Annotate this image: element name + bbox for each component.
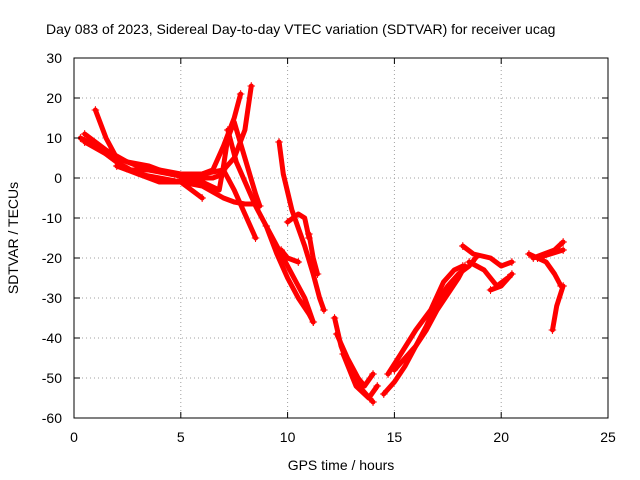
trace-endpoint-marker: + [176, 171, 186, 185]
trace-endpoint-marker: + [332, 327, 342, 341]
trace-endpoint-marker: + [383, 367, 393, 381]
trace-arc-8 [225, 127, 316, 325]
trace-endpoint-marker: + [274, 135, 284, 149]
x-tick-label: 0 [70, 429, 78, 445]
trace-arc-22 [488, 271, 515, 293]
trace-endpoint-marker: + [112, 159, 122, 173]
trace-endpoint-marker: + [283, 215, 293, 229]
trace-arc-9 [263, 223, 316, 325]
trace-endpoint-marker: + [558, 279, 568, 293]
trace-endpoint-marker: + [485, 283, 495, 297]
trace-endpoint-marker: + [308, 315, 318, 329]
trace-endpoint-marker: + [261, 219, 271, 233]
trace-endpoint-marker: + [293, 255, 303, 269]
trace-arc-16 [340, 351, 380, 401]
trace-endpoint-marker: + [276, 243, 286, 257]
trace-endpoint-marker: + [255, 199, 265, 213]
trace-endpoint-marker: + [532, 251, 542, 265]
trace-endpoint-marker: + [80, 127, 90, 141]
x-tick-label: 20 [493, 429, 509, 445]
trace-arc-10 [278, 247, 301, 265]
trace-arc-15 [334, 331, 376, 389]
trace-endpoint-marker: + [223, 123, 233, 137]
y-tick-label: 30 [46, 50, 62, 66]
trace-endpoint-marker: + [368, 395, 378, 409]
trace-arc-7 [221, 167, 259, 241]
trace-arc-26 [535, 247, 566, 261]
trace-arc-19 [391, 255, 479, 373]
trace-endpoint-marker: + [558, 235, 568, 249]
trace-endpoint-marker: + [389, 363, 399, 377]
trace-endpoint-marker: + [246, 79, 256, 93]
trace-endpoint-marker: + [304, 227, 314, 241]
y-tick-label: -50 [42, 370, 62, 386]
trace-endpoint-marker: + [379, 387, 389, 401]
y-tick-label: 20 [46, 90, 62, 106]
trace-endpoint-marker: + [507, 255, 517, 269]
trace-endpoint-marker: + [338, 347, 348, 361]
x-tick-label: 25 [600, 429, 616, 445]
trace-endpoint-marker: + [458, 259, 468, 273]
trace-endpoint-marker: + [90, 103, 100, 117]
trace-endpoint-marker: + [368, 367, 378, 381]
trace-endpoint-marker: + [75, 131, 85, 145]
x-tick-label: 15 [387, 429, 403, 445]
trace-arc-25 [550, 283, 566, 333]
trace-endpoint-marker: + [528, 251, 538, 265]
trace-endpoint-marker: + [458, 239, 468, 253]
plot-frame [73, 57, 609, 419]
grid-layer [74, 58, 608, 418]
y-tick-label: 0 [54, 170, 62, 186]
trace-endpoint-marker: + [80, 135, 90, 149]
trace-endpoint-marker: + [236, 87, 246, 101]
trace-endpoint-marker: + [471, 251, 481, 265]
chart-title: Day 083 of 2023, Sidereal Day-to-day VTE… [46, 21, 555, 37]
y-tick-label: -40 [42, 330, 62, 346]
trace-endpoint-marker: + [558, 243, 568, 257]
trace-endpoint-marker: + [197, 191, 207, 205]
trace-arc-18 [385, 263, 466, 377]
trace-arc-11 [276, 139, 327, 313]
x-axis-label: GPS time / hours [288, 457, 395, 473]
trace-endpoint-marker: + [251, 231, 261, 245]
y-tick-label: -60 [42, 410, 62, 426]
trace-endpoint-marker: + [312, 267, 322, 281]
trace-endpoint-marker: + [547, 323, 557, 337]
y-axis-label: SDTVAR / TECUs [5, 182, 21, 294]
trace-endpoint-marker: + [524, 247, 534, 261]
y-tick-label: -20 [42, 250, 62, 266]
trace-layer: ++++++++++++++++++++++++++++++++++++++++… [75, 79, 568, 409]
axis-layer: 0 5 10 15 20 25 -60 -50 -40 -30 -20 -10 0 10 20 30 [42, 50, 616, 445]
trace-endpoint-marker: + [319, 303, 329, 317]
y-tick-label: -10 [42, 210, 62, 226]
trace-arc-12 [285, 211, 312, 241]
x-tick-label: 5 [177, 429, 185, 445]
trace-endpoint-marker: + [372, 379, 382, 393]
trace-arc-20 [460, 243, 515, 269]
x-tick-label: 10 [280, 429, 296, 445]
trace-arc-13 [306, 231, 320, 277]
trace-endpoint-marker: + [507, 267, 517, 281]
y-tick-label: 10 [46, 130, 62, 146]
y-tick-label: -30 [42, 290, 62, 306]
trace-endpoint-marker: + [330, 311, 340, 325]
trace-endpoint-marker: + [464, 255, 474, 269]
trace-arc-4 [82, 91, 244, 181]
trace-endpoint-marker: + [218, 163, 228, 177]
